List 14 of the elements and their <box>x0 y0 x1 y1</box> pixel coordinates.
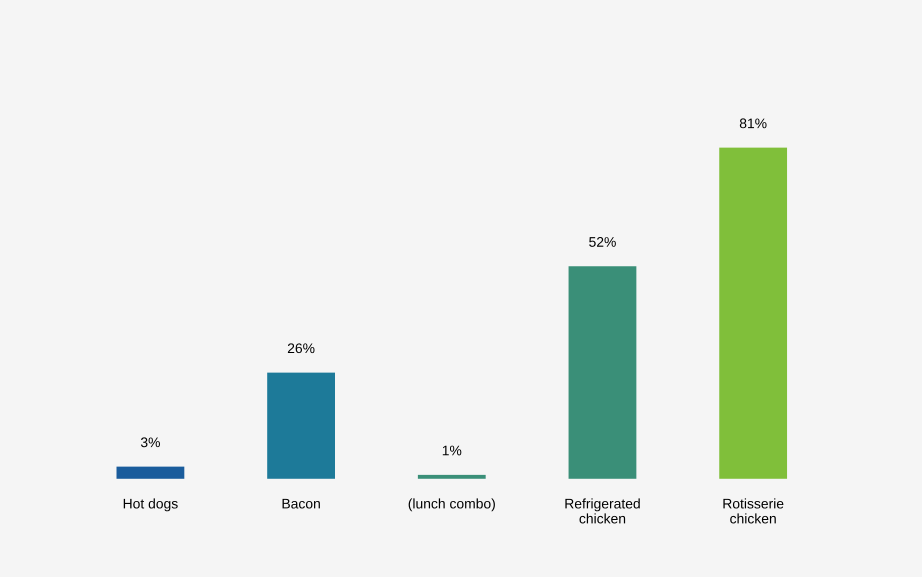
x-tick-label: (lunch combo) <box>408 498 495 512</box>
bar <box>116 466 184 479</box>
x-tick-label: Rotisserie chicken <box>723 498 784 524</box>
data-label: 52% <box>589 237 616 247</box>
data-label: 3% <box>140 437 160 448</box>
x-tick-label: Bacon <box>282 498 320 509</box>
data-label: 26% <box>288 343 314 354</box>
x-tick-label: Hot dogs <box>124 498 178 512</box>
bar <box>568 266 636 479</box>
data-label: 81% <box>740 118 767 128</box>
bar <box>267 372 335 479</box>
data-label: 1% <box>442 446 462 456</box>
x-tick-label: Refrigerated chicken <box>565 498 640 524</box>
bar <box>719 148 788 479</box>
